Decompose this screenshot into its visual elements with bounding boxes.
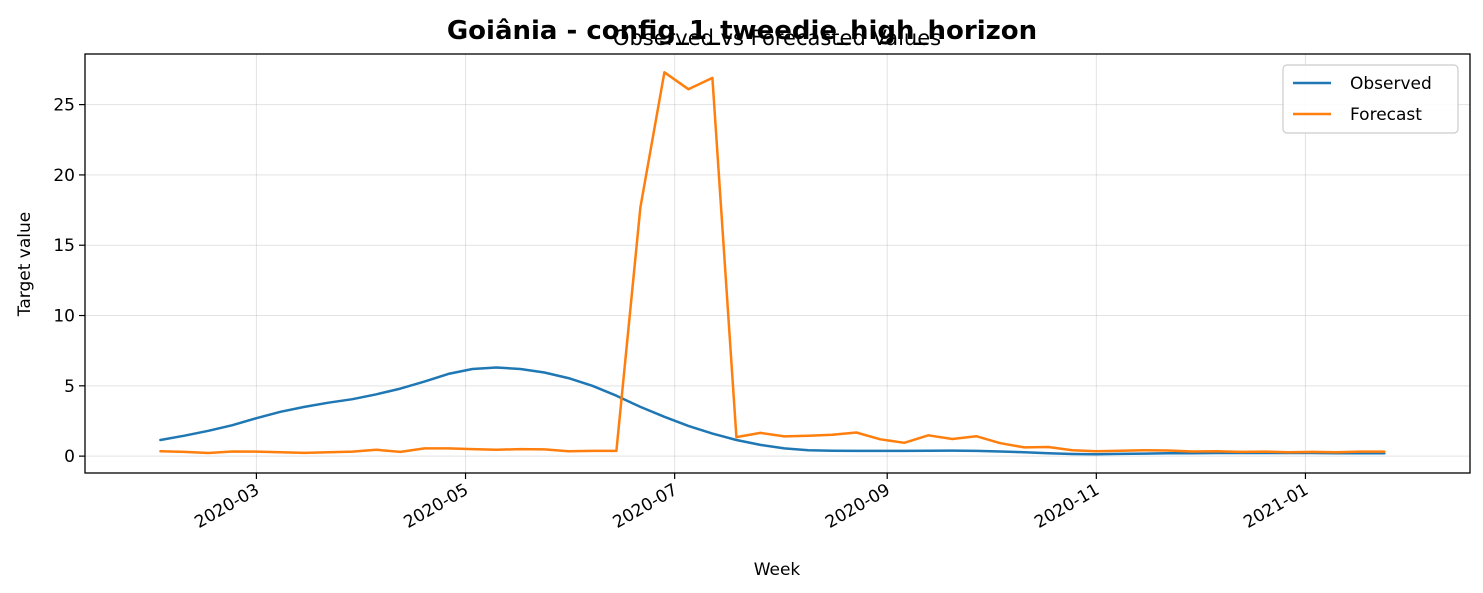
y-tick-label: 15 bbox=[53, 236, 75, 256]
grid bbox=[85, 54, 1470, 473]
series-line-forecast bbox=[159, 71, 1386, 455]
chart-subtitle: Observed vs Forecasted Values bbox=[613, 26, 941, 50]
series-line-observed bbox=[159, 366, 1386, 456]
y-tick-label: 25 bbox=[53, 96, 75, 116]
y-tick-label: 20 bbox=[53, 166, 75, 186]
x-tick-label: 2021-01 bbox=[1240, 480, 1312, 533]
axis-ticks: 0 5 10 15 20 25 2020-03 2020-05 2020-07 2020-09 20… bbox=[53, 96, 1312, 533]
x-tick-label: 2020-05 bbox=[401, 480, 473, 533]
chart-title: Goiânia - config_1_tweedie_high_horizon bbox=[447, 16, 1037, 46]
legend-label-observed: Observed bbox=[1350, 74, 1432, 94]
y-tick-label: 5 bbox=[64, 377, 75, 397]
x-axis-label: Week bbox=[754, 560, 801, 580]
x-tick-label: 2020-09 bbox=[822, 480, 894, 533]
x-tick-label: 2020-11 bbox=[1031, 480, 1103, 533]
legend: Observed Forecast bbox=[1282, 64, 1459, 134]
y-axis-label: Target value bbox=[15, 212, 35, 317]
plot-frame bbox=[84, 53, 1471, 474]
y-tick-label: 10 bbox=[53, 307, 75, 327]
y-tick-label: 0 bbox=[64, 447, 75, 467]
series-lines bbox=[159, 71, 1386, 456]
legend-label-forecast: Forecast bbox=[1350, 105, 1422, 125]
x-tick-label: 2020-07 bbox=[610, 480, 682, 533]
x-tick-label: 2020-03 bbox=[191, 480, 263, 533]
